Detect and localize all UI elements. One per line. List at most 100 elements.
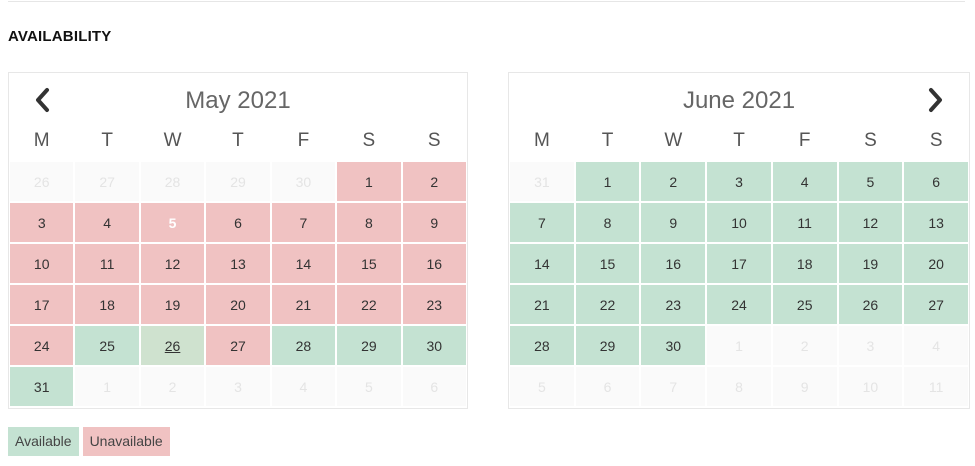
day-cell[interactable]: 15 xyxy=(337,244,401,283)
day-cell[interactable]: 29 xyxy=(575,326,640,365)
day-cell[interactable]: 31 xyxy=(10,367,74,406)
day-cell[interactable]: 12 xyxy=(838,203,903,242)
day-cell[interactable]: 18 xyxy=(75,285,139,324)
day-cell[interactable]: 8 xyxy=(575,203,640,242)
weekday-label: S xyxy=(864,130,877,151)
day-cell[interactable]: 14 xyxy=(510,244,574,283)
day-cell-outside-month: 27 xyxy=(75,162,139,201)
day-cell[interactable]: 6 xyxy=(904,162,968,201)
day-cell[interactable]: 28 xyxy=(271,326,336,365)
day-cell[interactable]: 3 xyxy=(10,203,74,242)
day-cell[interactable]: 9 xyxy=(641,203,706,242)
day-cell[interactable]: 7 xyxy=(510,203,574,242)
weekday-label: S xyxy=(929,130,943,151)
day-cell[interactable]: 30 xyxy=(402,326,466,365)
weekday-label: F xyxy=(798,130,811,151)
day-cell[interactable]: 16 xyxy=(641,244,706,283)
month-title: May 2021 xyxy=(185,87,291,114)
day-cell[interactable]: 9 xyxy=(402,203,466,242)
day-cell[interactable]: 13 xyxy=(904,203,968,242)
day-cell[interactable]: 27 xyxy=(904,285,968,324)
weekday-label: W xyxy=(163,130,182,151)
day-grid: 31 1 2 3 4 5 6 7 8 9 10 11 12 13 14 15 16 17 18 19 20 21 22 23 2… xyxy=(509,162,969,406)
top-divider xyxy=(8,1,965,2)
weekday-label: T xyxy=(232,130,244,151)
day-cell[interactable]: 14 xyxy=(271,244,336,283)
day-cell[interactable]: 10 xyxy=(10,244,74,283)
day-cell[interactable]: 18 xyxy=(772,244,837,283)
day-cell[interactable]: 4 xyxy=(75,203,139,242)
day-cell[interactable]: 22 xyxy=(575,285,640,324)
day-cell-outside-month: 28 xyxy=(140,162,205,201)
day-cell[interactable]: 20 xyxy=(904,244,968,283)
day-cell[interactable]: 2 xyxy=(641,162,706,201)
day-cell[interactable]: 1 xyxy=(337,162,401,201)
day-cell[interactable]: 11 xyxy=(75,244,139,283)
day-cell-outside-month: 30 xyxy=(271,162,336,201)
day-cell-outside-month: 26 xyxy=(10,162,74,201)
day-cell[interactable]: 23 xyxy=(402,285,466,324)
day-cell[interactable]: 10 xyxy=(707,203,771,242)
day-cell-outside-month: 6 xyxy=(575,367,640,406)
day-cell[interactable]: 4 xyxy=(772,162,837,201)
legend-unavailable: Unavailable xyxy=(82,427,170,456)
day-cell[interactable]: 25 xyxy=(75,326,139,365)
day-cell[interactable]: 19 xyxy=(140,285,205,324)
weekday-label: M xyxy=(533,130,550,151)
day-cell[interactable]: 23 xyxy=(641,285,706,324)
day-cell[interactable]: 6 xyxy=(206,203,270,242)
day-cell[interactable]: 24 xyxy=(707,285,771,324)
day-cell[interactable]: 2 xyxy=(402,162,466,201)
weekday-label: S xyxy=(427,130,441,151)
day-cell[interactable]: 1 xyxy=(575,162,640,201)
day-cell[interactable]: 27 xyxy=(206,326,270,365)
calendar-header: June 2021 xyxy=(509,73,969,129)
day-cell[interactable]: 16 xyxy=(402,244,466,283)
weekday-label: S xyxy=(362,130,376,151)
day-cell[interactable]: 5 xyxy=(838,162,903,201)
day-cell[interactable]: 19 xyxy=(838,244,903,283)
day-cell[interactable]: 11 xyxy=(772,203,837,242)
chevron-right-icon[interactable] xyxy=(921,85,951,115)
day-cell-outside-month: 1 xyxy=(75,367,139,406)
day-cell-outside-month: 11 xyxy=(904,367,968,406)
day-cell[interactable]: 20 xyxy=(206,285,270,324)
day-cell[interactable]: 30 xyxy=(641,326,706,365)
day-cell[interactable]: 8 xyxy=(337,203,401,242)
day-cell-outside-month: 2 xyxy=(772,326,837,365)
day-cell[interactable]: 13 xyxy=(206,244,270,283)
weekday-label: M xyxy=(33,130,50,151)
day-cell[interactable]: 25 xyxy=(772,285,837,324)
day-cell-outside-month: 2 xyxy=(140,367,205,406)
day-cell-outside-month: 6 xyxy=(402,367,466,406)
day-cell[interactable]: 28 xyxy=(510,326,574,365)
day-cell[interactable]: 21 xyxy=(510,285,574,324)
day-cell-outside-month: 5 xyxy=(337,367,401,406)
day-cell[interactable]: 15 xyxy=(575,244,640,283)
day-grid: 26 27 28 29 30 1 2 3 4 5 6 7 8 9 10 11 12 13 14 15 16 17 18 19 2… xyxy=(9,162,467,406)
day-cell-outside-month: 3 xyxy=(206,367,270,406)
day-cell[interactable]: 29 xyxy=(337,326,401,365)
day-cell[interactable]: 24 xyxy=(10,326,74,365)
weekday-label: T xyxy=(101,130,113,151)
day-cell[interactable]: 21 xyxy=(271,285,336,324)
day-cell[interactable]: 22 xyxy=(337,285,401,324)
day-cell[interactable]: 12 xyxy=(140,244,205,283)
day-cell-outside-month: 10 xyxy=(838,367,903,406)
day-cell[interactable]: 7 xyxy=(271,203,336,242)
day-cell[interactable]: 26 xyxy=(140,326,205,365)
day-cell[interactable]: 17 xyxy=(707,244,771,283)
section-title: AVAILABILITY xyxy=(8,28,112,45)
day-cell[interactable]: 17 xyxy=(10,285,74,324)
day-cell[interactable]: 26 xyxy=(838,285,903,324)
day-cell[interactable]: 3 xyxy=(707,162,771,201)
day-cell-outside-month: 5 xyxy=(510,367,574,406)
day-cell-outside-month: 7 xyxy=(641,367,706,406)
month-title: June 2021 xyxy=(682,87,796,114)
chevron-left-icon[interactable] xyxy=(27,85,57,115)
day-cell[interactable]: 5 xyxy=(140,203,205,242)
day-cell-outside-month: 29 xyxy=(206,162,270,201)
